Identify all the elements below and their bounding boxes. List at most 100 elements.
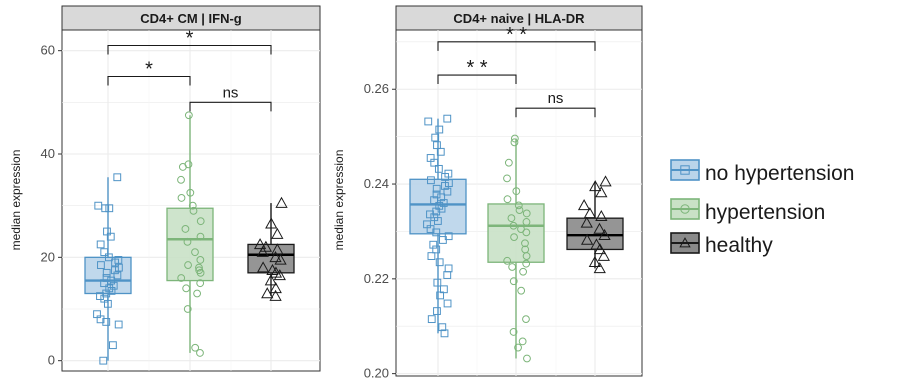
legend-key-point (680, 165, 690, 175)
y-tick-label: 40 (41, 146, 55, 161)
data-points (423, 114, 612, 363)
data-point-healthy (595, 209, 608, 222)
data-point-no-hypertension (107, 287, 116, 295)
significance-bracket (515, 107, 596, 118)
data-point-hypertension (522, 209, 531, 218)
data-point-no-hypertension (111, 266, 119, 275)
data-point-healthy (598, 228, 611, 240)
data-point-hypertension (512, 187, 521, 196)
significance-label: ns (548, 90, 564, 107)
data-point-hypertension (196, 256, 205, 264)
legend: no hypertension hypertension healthy (670, 159, 854, 257)
data-point-healthy (269, 251, 282, 263)
y-tick-label: 0.20 (364, 366, 389, 381)
legend-label: healthy (705, 234, 773, 257)
data-point-hypertension (514, 201, 523, 210)
data-point-hypertension (518, 337, 527, 346)
data-point-healthy (265, 217, 278, 229)
data-point-no-hypertension (430, 158, 439, 167)
data-point-hypertension (196, 232, 205, 241)
panel-title: CD4+ CM | IFN-g (140, 11, 242, 26)
data-point-healthy (264, 274, 277, 286)
data-point-no-hypertension (102, 268, 111, 277)
data-point-no-hypertension (102, 289, 111, 298)
data-point-no-hypertension (96, 240, 105, 249)
data-point-hypertension (181, 225, 190, 233)
data-point-healthy (259, 240, 273, 252)
y-tick-label: 20 (41, 249, 55, 264)
legend-label: hypertension (705, 201, 825, 224)
data-point-no-hypertension (102, 274, 111, 282)
plot-area (61, 29, 321, 372)
data-point-hypertension (191, 343, 200, 352)
data-point-no-hypertension (435, 258, 444, 267)
data-point-no-hypertension (432, 245, 441, 254)
data-point-hypertension (521, 239, 529, 248)
data-point-no-hypertension (100, 248, 109, 257)
data-point-no-hypertension (437, 204, 446, 213)
legend-item-no-hypertension: no hypertension (670, 159, 854, 185)
data-point-hypertension (191, 248, 199, 257)
significance-label: * * (506, 24, 527, 46)
data-point-hypertension (196, 349, 204, 357)
data-point-no-hypertension (433, 217, 442, 225)
y-tick-label: 0.22 (364, 271, 389, 286)
data-point-healthy (593, 222, 606, 234)
significance-label: * (186, 28, 194, 50)
panel-strip (61, 5, 321, 31)
data-point-healthy (273, 269, 286, 281)
data-point-no-hypertension (432, 184, 441, 193)
data-point-no-hypertension (103, 299, 112, 308)
box-hypertension (487, 203, 545, 263)
y-axis-ticks: 0 20 40 60 (41, 43, 62, 368)
data-point-no-hypertension (427, 176, 435, 185)
y-tick-label: 0.24 (364, 176, 389, 191)
data-point-healthy (580, 216, 593, 228)
data-point-no-hypertension (432, 190, 441, 199)
data-point-hypertension (510, 233, 518, 242)
data-point-no-hypertension (443, 187, 452, 196)
data-point-hypertension (196, 279, 205, 288)
panel-cd4-cm-ifng: CD4+ CM | IFN-g median expression 0 20 40 6… (9, 5, 321, 372)
data-point-hypertension (522, 228, 531, 237)
significance-label: ns (223, 84, 239, 101)
data-point-hypertension (522, 218, 531, 226)
data-point-hypertension (519, 267, 528, 276)
data-point-no-hypertension (433, 278, 442, 287)
data-point-no-hypertension (435, 125, 444, 134)
data-point-no-hypertension (109, 341, 117, 350)
legend-item-healthy: healthy (670, 232, 773, 257)
data-point-healthy (595, 186, 608, 198)
data-point-hypertension (514, 343, 522, 352)
data-point-hypertension (510, 138, 519, 147)
panel-title: CD4+ naive | HLA-DR (453, 11, 585, 26)
data-point-no-hypertension (106, 232, 115, 241)
data-point-healthy (590, 238, 603, 250)
data-point-hypertension (193, 289, 202, 298)
data-point-hypertension (178, 163, 187, 171)
data-point-no-hypertension (101, 204, 110, 213)
data-point-healthy (597, 249, 610, 261)
data-point-healthy (589, 180, 602, 192)
data-point-no-hypertension (434, 164, 443, 173)
data-point-no-hypertension (439, 199, 448, 207)
data-point-hypertension (510, 134, 519, 143)
legend-key-point (680, 204, 690, 214)
significance-brackets: * * ns (107, 28, 272, 112)
data-points (93, 111, 288, 365)
significance-bracket (437, 74, 517, 85)
data-point-no-hypertension (430, 196, 438, 205)
significance-label: * (145, 59, 153, 81)
y-axis-title: median expression (9, 150, 23, 251)
data-point-no-hypertension (99, 356, 108, 365)
data-point-no-hypertension (431, 133, 440, 142)
significance-bracket (107, 44, 272, 55)
data-point-no-hypertension (113, 173, 122, 182)
data-point-healthy (269, 289, 282, 301)
data-point-no-hypertension (113, 271, 122, 280)
data-point-hypertension (507, 214, 516, 223)
data-point-no-hypertension (114, 320, 123, 329)
data-point-no-hypertension (96, 315, 105, 324)
data-point-healthy (593, 243, 607, 255)
